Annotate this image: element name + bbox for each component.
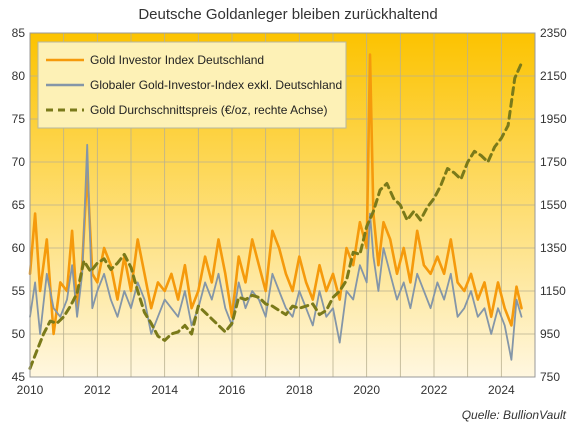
source-note: Quelle: BullionVault <box>462 408 567 422</box>
x-tick-label: 2010 <box>17 383 44 397</box>
legend-label-1: Gold Investor Index Deutschland <box>90 53 264 67</box>
y-left-tick-label: 55 <box>12 284 26 298</box>
y-right-tick-label: 1550 <box>540 198 567 212</box>
y-left-tick-label: 60 <box>12 241 26 255</box>
y-left-tick-label: 85 <box>12 26 26 40</box>
y-right-tick-label: 1950 <box>540 112 567 126</box>
y-left-tick-label: 80 <box>12 69 26 83</box>
x-tick-label: 2012 <box>84 383 111 397</box>
y-left-tick-label: 45 <box>12 370 26 384</box>
legend-label-2: Globaler Gold-Investor-Index exkl. Deuts… <box>90 78 342 92</box>
y-right-tick-label: 2350 <box>540 26 567 40</box>
legend: Gold Investor Index Deutschland Globaler … <box>37 41 347 129</box>
series-layer <box>28 53 523 370</box>
x-tick-label: 2022 <box>421 383 448 397</box>
x-tick-label: 2016 <box>219 383 246 397</box>
y-left-tick-label: 65 <box>12 198 26 212</box>
series-line-3 <box>28 61 523 370</box>
series-line-1 <box>28 53 523 336</box>
plot-border <box>29 32 536 378</box>
x-tick-label: 2024 <box>488 383 515 397</box>
y-right-tick-label: 2150 <box>540 69 567 83</box>
y-right-tick-label: 1350 <box>540 241 567 255</box>
chart-title: Deutsche Goldanleger bleiben zurückhalte… <box>138 6 437 23</box>
y-right-tick-label: 1750 <box>540 155 567 169</box>
series-line-2 <box>29 143 523 361</box>
legend-box <box>37 41 347 129</box>
legend-label-3: Gold Durchschnittspreis (€/oz, rechte Ac… <box>90 103 327 117</box>
x-tick-label: 2020 <box>353 383 380 397</box>
x-tick-label: 2014 <box>151 383 178 397</box>
y-right-tick-label: 750 <box>540 370 560 384</box>
y-right-tick-label: 950 <box>540 327 560 341</box>
y-left-tick-label: 75 <box>12 112 26 126</box>
x-tick-label: 2018 <box>286 383 313 397</box>
y-left-tick-label: 70 <box>12 155 26 169</box>
axes: 45 50 55 60 65 70 75 80 85 750 950 1150 1350 1550 1750… <box>12 26 567 397</box>
y-left-tick-label: 50 <box>12 327 26 341</box>
y-right-tick-label: 1150 <box>540 284 566 298</box>
